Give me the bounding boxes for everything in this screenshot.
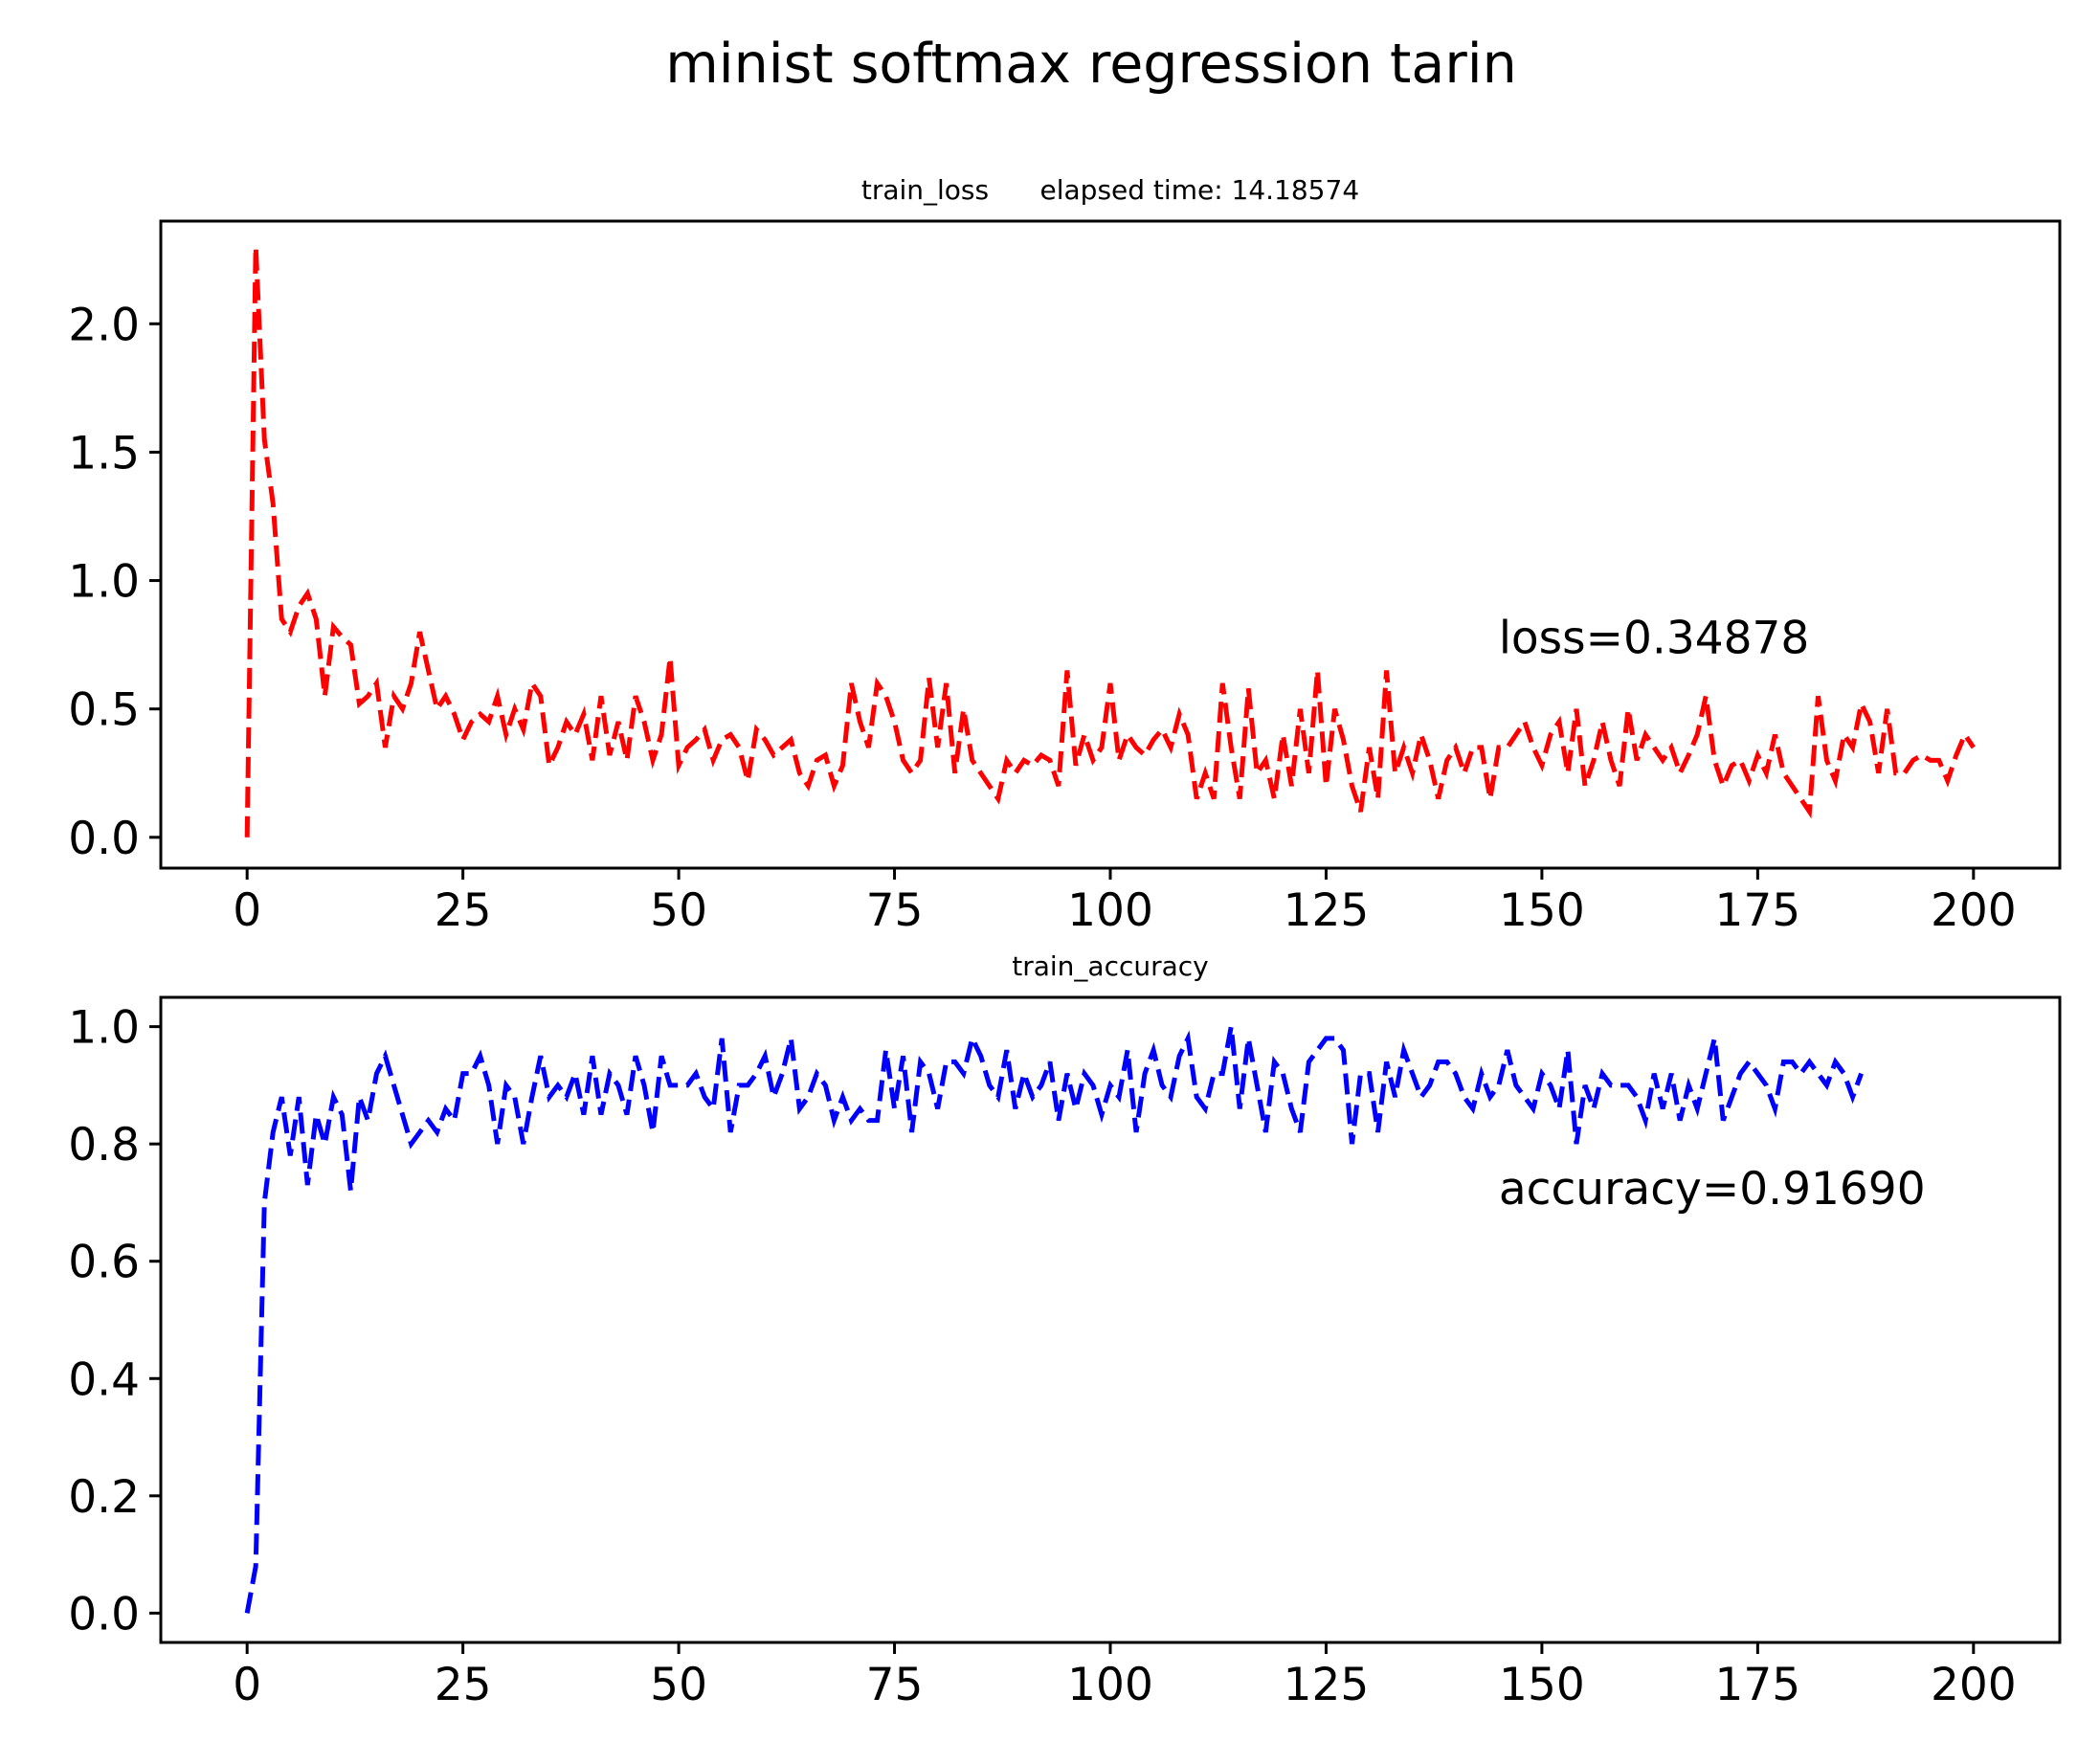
accuracy-x-tick-label: 175: [1715, 1659, 1801, 1711]
accuracy-x-tick-label: 25: [435, 1659, 492, 1711]
loss-subplot-title: train_loss elapsed time: 14.18574: [861, 174, 1359, 206]
accuracy-y-tick-label: 1.0: [68, 1002, 140, 1055]
loss-y-tick-label: 1.5: [68, 427, 140, 480]
loss-x-tick-label: 100: [1067, 884, 1153, 937]
accuracy-y-tick-label: 0.6: [68, 1237, 140, 1289]
subplots: train_loss elapsed time: 14.18574 0 25 50 75…: [68, 174, 2062, 1711]
loss-x-tick-label: 200: [1931, 884, 2017, 937]
accuracy-x-tick-label: 125: [1284, 1659, 1370, 1711]
loss-annotation: loss=0.34878: [1499, 613, 1810, 665]
loss-y-tick-label: 2.0: [68, 299, 140, 351]
loss-y-tick-label: 1.0: [68, 556, 140, 609]
accuracy-y-tick-label: 0.8: [68, 1119, 140, 1172]
accuracy-annotation: accuracy=0.91690: [1499, 1163, 1926, 1216]
accuracy-series-line-0: [244, 1026, 1864, 1614]
accuracy-y-tick-label: 0.4: [68, 1353, 140, 1406]
accuracy-x-tick-label: 100: [1067, 1659, 1153, 1711]
figure-suptitle: minist softmax regression tarin: [665, 33, 1516, 96]
accuracy-y-tick-label: 0.2: [68, 1471, 140, 1524]
loss-x-tick-label: 175: [1715, 884, 1801, 937]
accuracy-subplot-title: train_accuracy: [1012, 950, 1209, 982]
loss-x-tick-label: 150: [1499, 884, 1585, 937]
accuracy-y-tick-label: 0.0: [68, 1588, 140, 1641]
loss-x-tick-label: 125: [1284, 884, 1370, 937]
accuracy-subplot: train_accuracy 0 25 50 75 100 125 150 175 200 0.0 0…: [68, 950, 2062, 1711]
loss-x-tick-label: 75: [866, 884, 924, 937]
loss-subplot: train_loss elapsed time: 14.18574 0 25 50 75…: [68, 174, 2062, 937]
loss-x-tick-label: 50: [650, 884, 707, 937]
loss-x-tick-label: 0: [233, 884, 261, 937]
accuracy-x-tick-label: 50: [650, 1659, 707, 1711]
loss-series-line-0: [244, 246, 1976, 837]
accuracy-x-tick-label: 150: [1499, 1659, 1585, 1711]
loss-y-tick-label: 0.5: [68, 684, 140, 737]
accuracy-x-tick-label: 200: [1931, 1659, 2017, 1711]
loss-x-tick-label: 25: [435, 884, 492, 937]
loss-y-tick-label: 0.0: [68, 813, 140, 865]
accuracy-x-tick-label: 0: [233, 1659, 261, 1711]
accuracy-x-tick-label: 75: [866, 1659, 924, 1711]
